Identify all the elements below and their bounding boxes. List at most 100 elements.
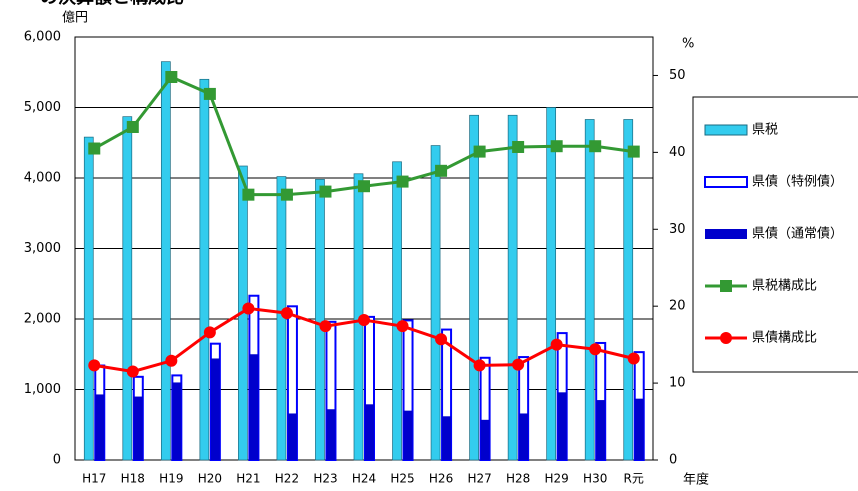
marker <box>512 358 525 371</box>
marker <box>203 87 216 100</box>
bar <box>442 416 452 460</box>
marker <box>203 326 216 339</box>
x-tick-label: H27 <box>467 472 491 486</box>
bar <box>83 136 94 461</box>
legend-label: 県税構成比 <box>752 279 817 294</box>
bar <box>469 114 479 461</box>
marker <box>435 333 448 346</box>
chart-title: の決算額と構成比 <box>40 0 184 8</box>
y-axis-label: 億円 <box>62 10 88 26</box>
marker <box>126 120 139 133</box>
marker <box>88 359 101 372</box>
marker <box>396 175 409 188</box>
y-tick-label: 5,000 <box>24 100 61 115</box>
marker <box>627 352 640 365</box>
bar <box>315 179 325 461</box>
bar <box>326 409 336 460</box>
x-axis-label: 年度 <box>683 472 709 488</box>
y2-tick-label: 30 <box>669 222 686 237</box>
legend-swatch <box>705 229 747 239</box>
marker <box>242 302 255 315</box>
marker <box>126 365 139 378</box>
bar <box>122 116 133 461</box>
bar <box>507 114 518 461</box>
x-tick-label: H25 <box>390 472 414 486</box>
bar <box>249 354 259 460</box>
y-tick-label: 4,000 <box>24 171 61 186</box>
marker <box>358 314 370 327</box>
x-tick-label: R元 <box>624 472 644 486</box>
marker <box>589 140 602 153</box>
y-tick-label: 2,000 <box>24 312 61 327</box>
x-tick-label: H21 <box>236 472 260 486</box>
y2-tick-label: 40 <box>669 145 686 160</box>
marker <box>165 354 178 367</box>
marker <box>473 359 486 372</box>
y2-tick-label: 10 <box>669 376 686 391</box>
bar <box>210 358 220 460</box>
bar <box>623 119 634 461</box>
bar <box>365 404 374 460</box>
bar <box>584 119 595 461</box>
bar <box>634 398 644 460</box>
bar <box>95 394 105 460</box>
y-tick-label: 3,000 <box>24 241 61 256</box>
bar <box>160 61 171 461</box>
marker <box>280 188 293 201</box>
x-tick-label: H19 <box>159 472 183 486</box>
x-tick-label: H30 <box>583 472 607 486</box>
legend-marker <box>720 332 732 344</box>
y-tick-label: 0 <box>53 453 61 468</box>
x-tick-label: H26 <box>429 472 453 486</box>
marker <box>627 145 640 158</box>
legend-label: 県債（特例債） <box>752 175 843 190</box>
bar <box>596 400 606 460</box>
marker <box>435 164 448 177</box>
bar <box>172 382 182 460</box>
x-tick-label: H18 <box>121 472 145 486</box>
y2-axis-label: % <box>682 37 694 52</box>
marker <box>88 142 101 155</box>
x-tick-label: H20 <box>198 472 222 486</box>
bar <box>480 419 490 460</box>
legend-label: 県債（通常債） <box>752 227 843 242</box>
bar <box>430 145 441 461</box>
x-tick-label: H17 <box>82 472 106 486</box>
bar <box>287 413 297 460</box>
marker <box>319 320 332 333</box>
bar <box>519 413 529 460</box>
bar <box>133 396 143 460</box>
x-tick-label: H23 <box>313 472 337 486</box>
legend-marker <box>720 280 732 292</box>
marker <box>358 180 370 193</box>
y2-tick-label: 0 <box>669 453 677 468</box>
y2-tick-label: 20 <box>669 299 686 314</box>
legend-label: 県税 <box>752 123 778 138</box>
marker <box>165 70 178 83</box>
marker <box>319 185 332 198</box>
bar <box>557 392 567 460</box>
marker <box>473 145 486 158</box>
y-tick-label: 1,000 <box>24 382 61 397</box>
marker <box>242 188 255 201</box>
x-tick-label: H24 <box>352 472 376 486</box>
bar <box>403 410 413 460</box>
marker <box>512 140 525 153</box>
legend-swatch <box>704 124 748 136</box>
bar <box>546 107 557 461</box>
x-tick-label: H29 <box>545 472 569 486</box>
y2-tick-label: 50 <box>669 68 686 83</box>
marker <box>280 307 293 320</box>
legend-label: 県債構成比 <box>752 331 817 346</box>
marker <box>550 338 563 351</box>
bar <box>392 161 402 461</box>
y-tick-label: 6,000 <box>24 30 61 45</box>
marker <box>550 140 563 153</box>
x-tick-label: H28 <box>506 472 530 486</box>
marker <box>396 320 409 333</box>
bar <box>199 78 210 461</box>
marker <box>589 343 602 356</box>
x-tick-label: H22 <box>275 472 299 486</box>
legend-swatch <box>704 176 748 188</box>
